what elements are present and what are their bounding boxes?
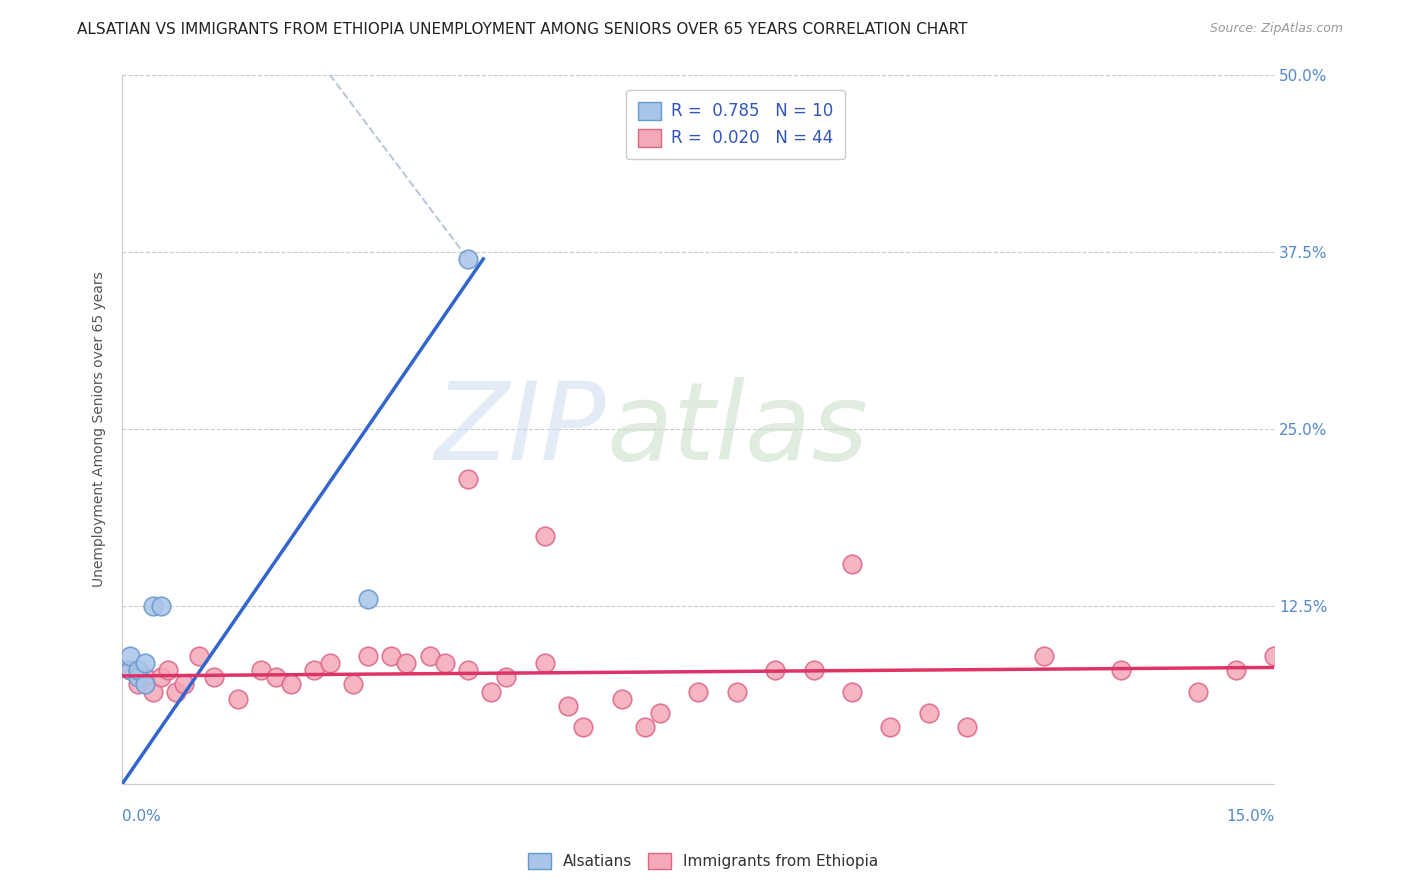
Point [264,670,287,684]
Point [533,528,555,542]
Point [1225,663,1247,677]
Point [803,663,825,677]
Point [457,663,479,677]
Point [127,663,149,677]
Legend: Alsatians, Immigrants from Ethiopia: Alsatians, Immigrants from Ethiopia [522,847,884,875]
Point [1033,649,1056,664]
Point [304,663,326,677]
Point [457,472,479,486]
Point [879,720,901,734]
Legend: R =  0.785   N = 10, R =  0.020   N = 44: R = 0.785 N = 10, R = 0.020 N = 44 [626,90,845,159]
Point [249,663,271,677]
Point [763,663,786,677]
Point [142,684,165,698]
Point [134,677,156,691]
Point [956,720,979,734]
Point [357,649,380,664]
Point [188,649,211,664]
Point [725,684,748,698]
Text: 0.0%: 0.0% [122,809,162,824]
Point [433,656,456,670]
Point [533,656,555,670]
Point [118,649,141,664]
Point [165,684,187,698]
Point [395,656,418,670]
Point [118,663,141,677]
Point [610,691,633,706]
Point [1109,663,1132,677]
Point [118,663,141,677]
Text: ALSATIAN VS IMMIGRANTS FROM ETHIOPIA UNEMPLOYMENT AMONG SENIORS OVER 65 YEARS CO: ALSATIAN VS IMMIGRANTS FROM ETHIOPIA UNE… [77,22,967,37]
Point [557,698,579,713]
Point [418,649,440,664]
Point [357,592,380,607]
Point [479,684,502,698]
Point [142,599,165,614]
Point [204,670,226,684]
Point [918,706,941,720]
Point [134,656,156,670]
Point [342,677,364,691]
Point [157,663,180,677]
Point [149,599,172,614]
Point [633,720,655,734]
Text: atlas: atlas [606,376,868,482]
Point [572,720,595,734]
Point [841,557,863,571]
Text: Source: ZipAtlas.com: Source: ZipAtlas.com [1209,22,1343,36]
Point [457,252,479,266]
Point [648,706,671,720]
Y-axis label: Unemployment Among Seniors over 65 years: Unemployment Among Seniors over 65 years [93,271,107,587]
Point [318,656,340,670]
Point [1263,649,1285,664]
Point [149,670,172,684]
Point [127,670,149,684]
Point [173,677,195,691]
Point [495,670,517,684]
Point [127,677,149,691]
Point [1187,684,1209,698]
Text: 15.0%: 15.0% [1226,809,1274,824]
Point [226,691,249,706]
Text: ZIP: ZIP [434,376,606,482]
Point [841,684,863,698]
Point [380,649,402,664]
Point [280,677,302,691]
Point [688,684,710,698]
Point [134,670,156,684]
